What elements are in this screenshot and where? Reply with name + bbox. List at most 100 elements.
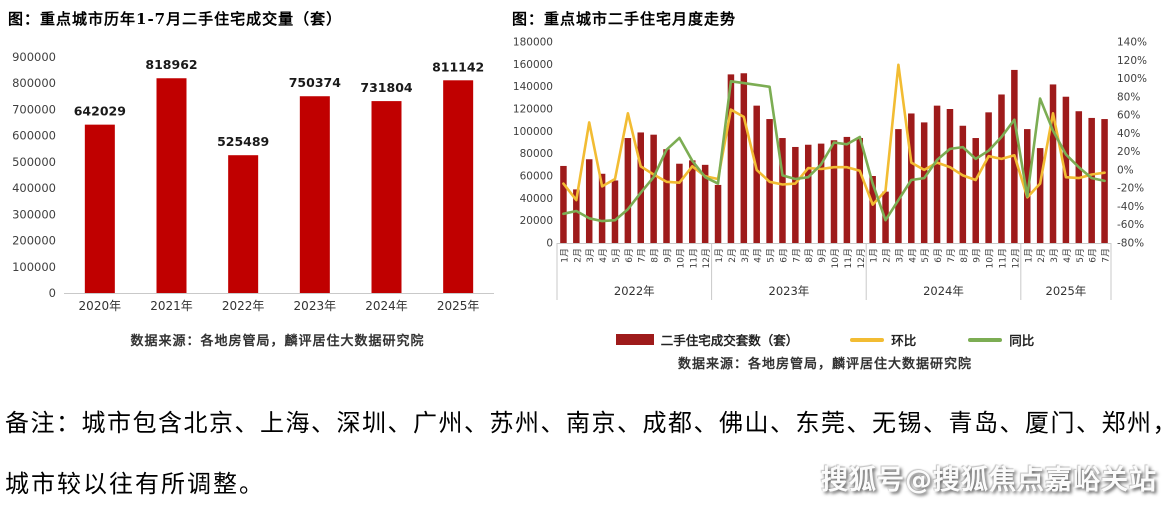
year-group-label: 2023年 [769,284,810,298]
month-tick-label: 9月 [663,248,674,263]
month-bar [611,180,619,243]
right-axis-tick: 20% [1117,146,1140,158]
month-bar [920,122,928,243]
year-group-label: 2024年 [923,284,964,298]
month-tick-label: 10月 [830,248,841,268]
legend-item-bars: 二手住宅成交套数（套） [615,330,798,349]
note-text-line2: 城市较以往有所调整。 [5,470,265,498]
month-bar [689,160,696,243]
month-bar [804,144,812,243]
month-bar [573,189,580,243]
right-axis-tick: 120% [1117,55,1147,67]
month-tick-label: 10月 [985,248,996,268]
month-bar [792,146,799,243]
month-tick-label: 1月 [1023,248,1034,263]
month-bar [856,138,864,243]
year-bar [156,78,187,293]
month-bar [779,138,786,243]
year-bar [84,124,115,294]
year-bar [228,155,259,293]
left-y-tick: 500000 [12,155,56,169]
month-tick-label: 6月 [1088,248,1099,263]
right-axis-tick: 100% [1117,73,1147,85]
month-tick-label: 2月 [1036,248,1047,263]
legend-item-yoy: 同比 [968,330,1034,349]
yoy-line [562,79,1106,223]
left-axis-tick: 20000 [520,215,553,227]
right-axis-tick: 60% [1117,110,1140,122]
left-y-tick: 300000 [12,207,56,221]
month-tick-label: 7月 [791,248,802,263]
month-tick-label: 4月 [598,248,609,263]
monthly-combo-chart-svg: 0 20000 40000 60000 80000 100000 120000 140000 1… [513,37,1147,300]
year-bar [371,101,402,293]
month-tick-label: 5月 [1075,248,1086,263]
left-axis-tick: 140000 [513,81,553,93]
legend-label-mom: 环比 [891,333,917,348]
month-tick-label: 9月 [817,248,828,263]
month-bar [676,163,683,243]
right-axis-tick: 140% [1117,37,1147,49]
month-bar [714,184,722,243]
bar-value-label: 731804 [360,80,412,95]
year-group-label: 2025年 [1046,284,1087,298]
left-axis-tick: 80000 [520,148,553,160]
month-bar [650,134,657,243]
month-tick-label: 11月 [688,248,699,268]
month-tick-label: 12月 [856,248,867,268]
bar-value-label: 525489 [217,134,269,149]
month-bar [1049,84,1057,243]
month-tick-label: 3月 [740,248,751,263]
left-y-tick: 600000 [12,129,56,143]
right-axis-tick: 0% [1117,164,1134,176]
left-y-tick: 800000 [12,76,56,90]
month-tick-label: 6月 [933,248,944,263]
month-tick-label: 5月 [611,248,622,263]
watermark-text: 搜狐号@搜狐焦点嘉峪关站 [821,465,1157,496]
year-bar [299,96,330,293]
left-axis-tick: 160000 [513,59,553,71]
month-bar [1036,148,1044,243]
month-tick-label: 7月 [637,248,648,263]
left-y-tick: 700000 [12,102,56,116]
month-bar [972,138,979,243]
month-bar [869,176,876,243]
x-category-label: 2021年 [150,299,193,313]
left-chart-title: 图：重点城市历年1-7月二手住宅成交量（套） [8,10,343,28]
month-bar [933,105,941,244]
month-tick-label: 7月 [1101,248,1112,263]
legend: 二手住宅成交套数（套） 环比 同比 [505,330,1145,349]
month-bar [895,129,902,243]
right-axis-tick: -80% [1117,238,1144,250]
year-group-label: 2022年 [614,284,655,298]
month-tick-label: 8月 [959,248,970,263]
x-category-label: 2024年 [365,299,408,313]
month-tick-label: 2月 [572,248,583,263]
mom-line-swatch-icon [850,337,885,342]
month-bar [817,143,825,243]
bar-value-label: 811142 [432,59,484,74]
month-tick-label: 6月 [624,248,635,263]
month-tick-label: 7月 [946,248,957,263]
x-category-label: 2020年 [79,299,122,313]
month-tick-label: 10月 [675,248,686,268]
left-y-tick: 0 [49,286,56,300]
month-tick-label: 8月 [804,248,815,263]
right-chart-title: 图：重点城市二手住宅月度走势 [512,10,737,28]
month-bar [727,74,735,243]
month-tick-label: 5月 [766,248,777,263]
year-bar [443,80,474,293]
month-tick-label: 12月 [1010,248,1021,268]
month-tick-label: 3月 [1049,248,1060,263]
month-bar [701,164,709,243]
month-tick-label: 1月 [714,248,725,263]
month-tick-label: 8月 [650,248,661,263]
right-axis-tick: -20% [1117,183,1144,195]
annual-bar-chart-svg: 0 100000 200000 300000 400000 500000 600000 700… [12,50,494,313]
month-tick-label: 2月 [882,248,893,263]
month-bar [753,105,760,244]
month-bar [959,125,967,243]
month-bar [1062,96,1070,243]
left-y-tick: 200000 [12,234,56,248]
bar-value-label: 818962 [145,57,197,72]
